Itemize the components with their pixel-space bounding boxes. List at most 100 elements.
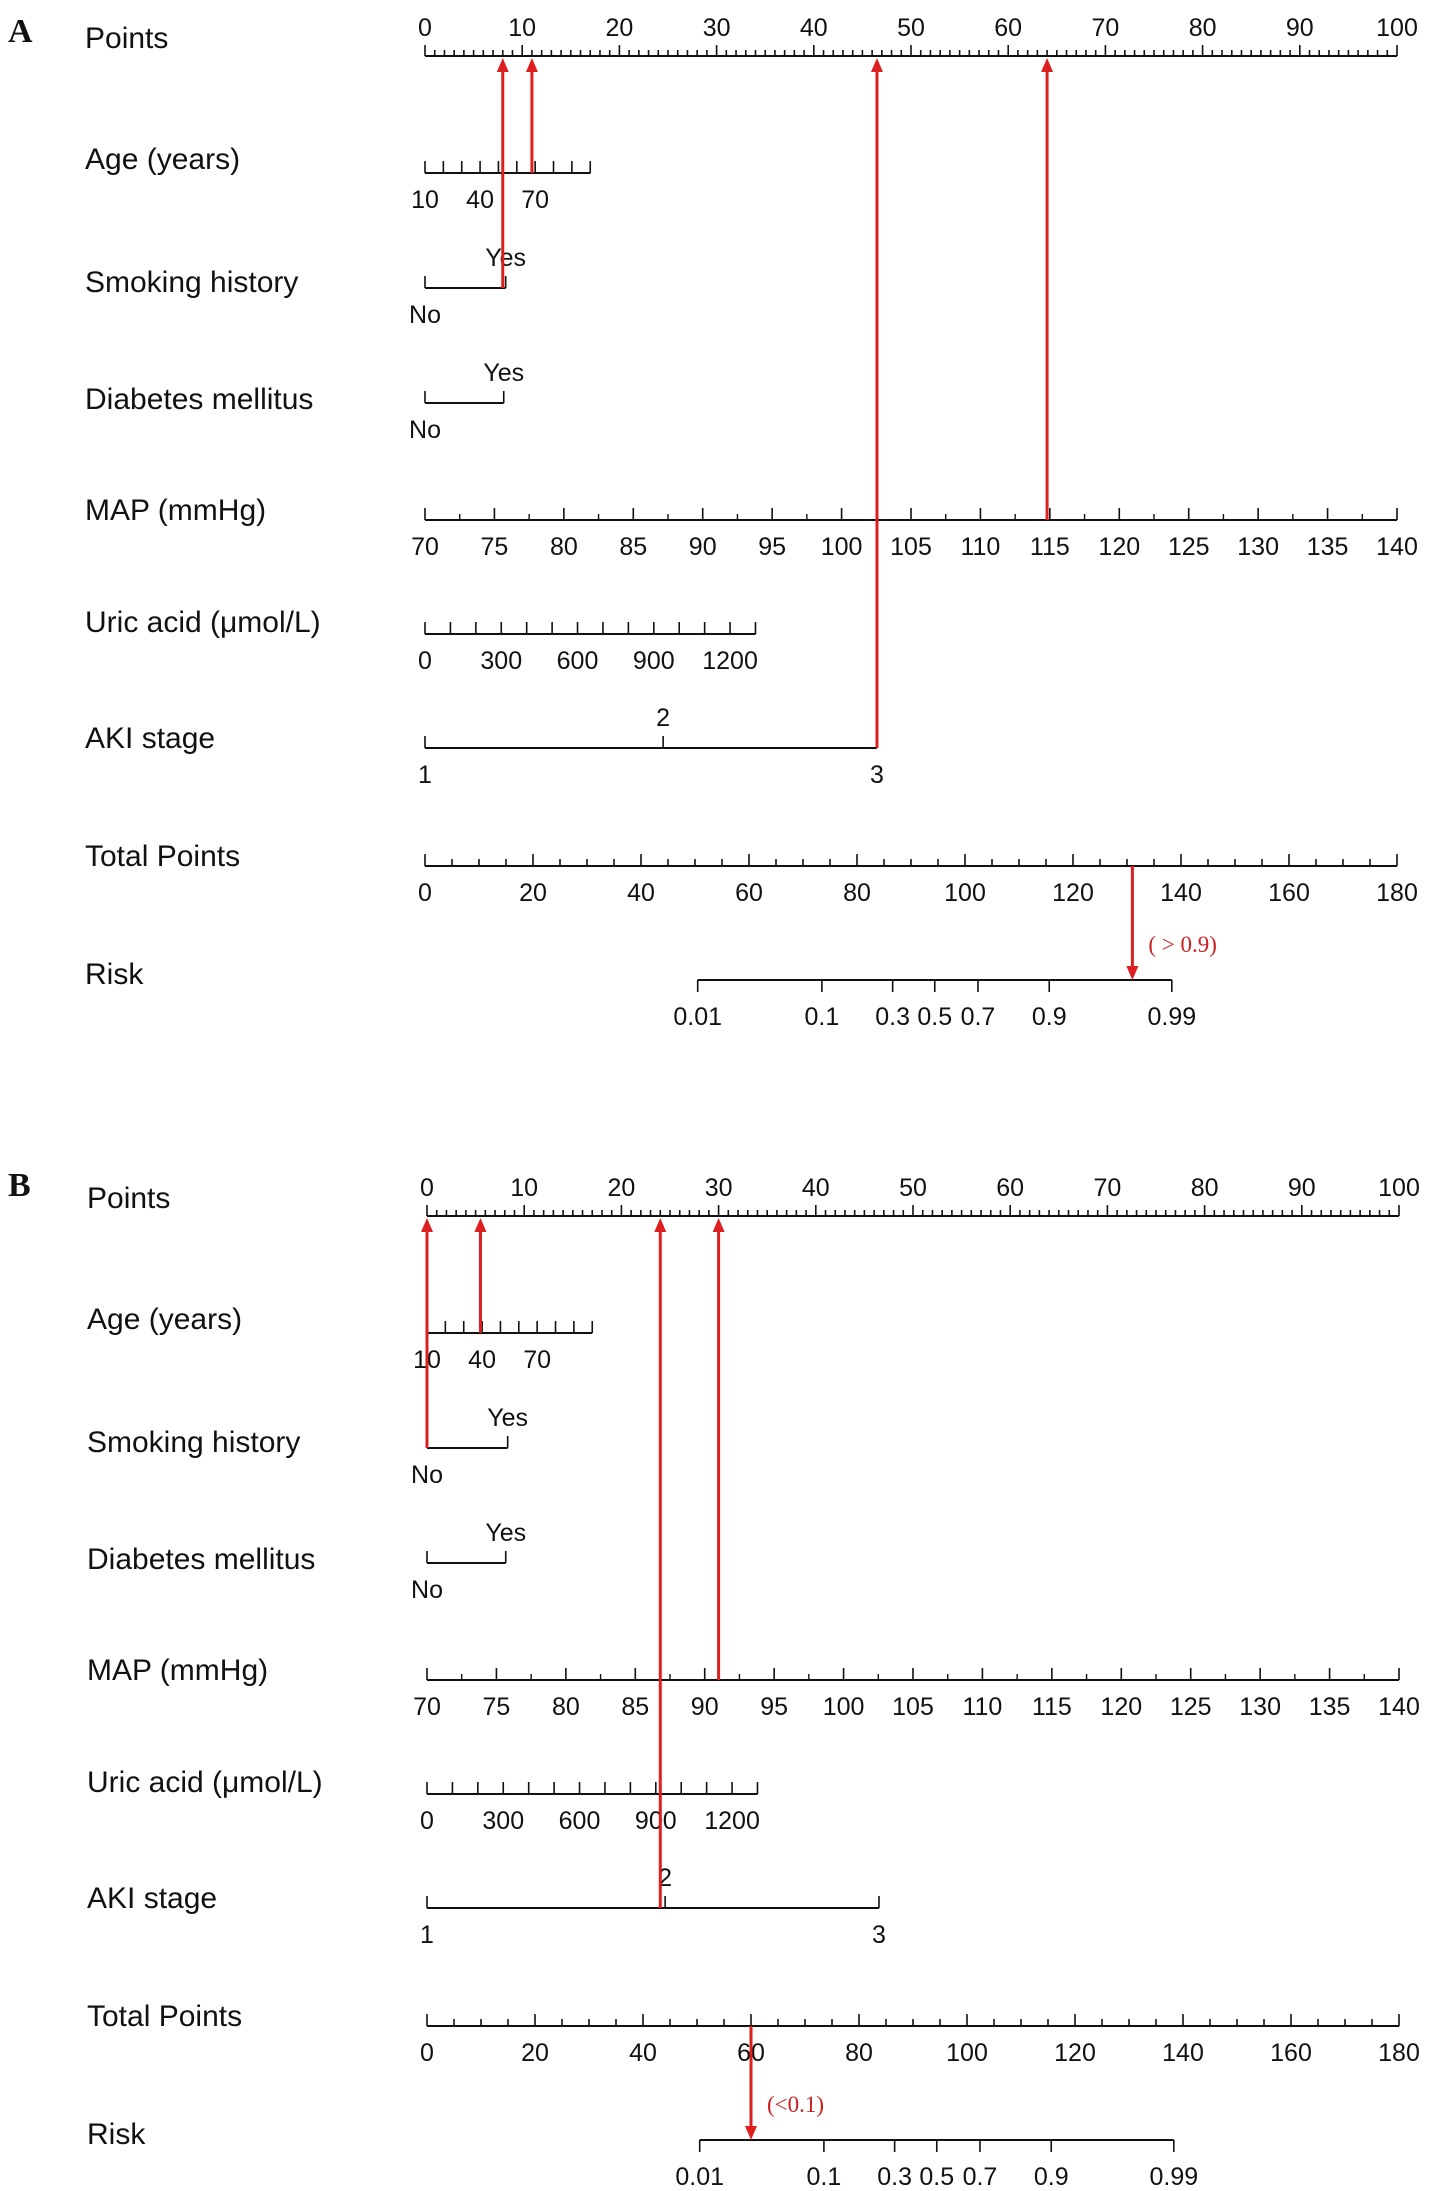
uric-tick-label: 1200 bbox=[702, 647, 758, 675]
map-tick-label: 80 bbox=[552, 1693, 580, 1721]
points-tick-label: 10 bbox=[510, 1174, 538, 1202]
risk-tick-label: 0.9 bbox=[1032, 1003, 1067, 1031]
uric-tick-label: 900 bbox=[635, 1807, 677, 1835]
row-smoking: Smoking history No Yes bbox=[85, 244, 526, 329]
row-label-risk: Risk bbox=[87, 2118, 146, 2151]
map-tick-label: 140 bbox=[1378, 1693, 1420, 1721]
row-label-total: Total Points bbox=[85, 840, 240, 873]
points-tick-label: 50 bbox=[899, 1174, 927, 1202]
row-uric: Uric acid (μmol/L) 0 300 600 900 1200 bbox=[87, 1766, 760, 1835]
row-label-smoking: Smoking history bbox=[85, 266, 298, 299]
points-reading-arrow-head bbox=[496, 58, 509, 72]
uric-tick-label: 0 bbox=[418, 647, 432, 675]
diabetes-category-yes: Yes bbox=[485, 1519, 526, 1547]
points-tick-label: 30 bbox=[705, 1174, 733, 1202]
example-arrows-a: ( > 0.9) bbox=[496, 58, 1217, 980]
points-reading-arrow-head bbox=[1041, 58, 1054, 72]
row-map: MAP (mmHg) 70 75 80 85 90 95 100 105 110 115 120 125… bbox=[85, 494, 1418, 561]
map-tick-label: 85 bbox=[621, 1693, 649, 1721]
risk-tick-label: 0.7 bbox=[961, 1003, 996, 1031]
row-label-map: MAP (mmHg) bbox=[87, 1654, 268, 1687]
smoking-category-yes: Yes bbox=[485, 244, 526, 272]
points-reading-arrow-head bbox=[712, 1218, 725, 1232]
points-tick-label: 70 bbox=[1091, 14, 1119, 42]
risk-tick-label: 0.9 bbox=[1034, 2163, 1069, 2191]
total-to-risk-arrow-head bbox=[1126, 966, 1139, 980]
points-reading-arrow-head bbox=[525, 58, 538, 72]
row-label-diabetes: Diabetes mellitus bbox=[85, 383, 313, 416]
aki-stage-1: 1 bbox=[418, 761, 432, 789]
map-tick-label: 90 bbox=[691, 1693, 719, 1721]
map-tick-label: 105 bbox=[892, 1693, 934, 1721]
points-tick-label: 20 bbox=[607, 1174, 635, 1202]
points-reading-arrow-head bbox=[870, 58, 883, 72]
map-tick-label: 130 bbox=[1239, 1693, 1281, 1721]
points-tick-label: 40 bbox=[802, 1174, 830, 1202]
row-label-map: MAP (mmHg) bbox=[85, 494, 266, 527]
row-label-aki: AKI stage bbox=[85, 722, 215, 755]
row-label-uric: Uric acid (μmol/L) bbox=[85, 606, 321, 639]
row-smoking: Smoking history No Yes bbox=[87, 1404, 528, 1489]
map-tick-label: 75 bbox=[481, 533, 509, 561]
row-risk: Risk 0.01 0.1 0.3 0.5 0.7 0.9 0.99 bbox=[87, 2118, 1198, 2191]
risk-annotation: (<0.1) bbox=[767, 2092, 824, 2117]
row-label-points: Points bbox=[85, 22, 168, 55]
risk-tick-label: 0.3 bbox=[877, 2163, 912, 2191]
row-label-smoking: Smoking history bbox=[87, 1426, 300, 1459]
map-tick-label: 110 bbox=[962, 1693, 1002, 1721]
total-tick-label: 0 bbox=[418, 879, 432, 907]
age-tick-label: 70 bbox=[523, 1346, 551, 1374]
aki-stage-3: 3 bbox=[872, 1921, 886, 1949]
map-tick-label: 100 bbox=[823, 1693, 865, 1721]
map-tick-label: 120 bbox=[1098, 533, 1140, 561]
total-tick-label: 160 bbox=[1268, 879, 1310, 907]
total-tick-label: 140 bbox=[1162, 2039, 1204, 2067]
total-tick-label: 40 bbox=[629, 2039, 657, 2067]
map-tick-label: 95 bbox=[760, 1693, 788, 1721]
row-diabetes: Diabetes mellitus No Yes bbox=[85, 359, 524, 444]
points-reading-arrow-head bbox=[654, 1218, 667, 1232]
risk-tick-label: 0.99 bbox=[1147, 1003, 1196, 1031]
uric-tick-label: 1200 bbox=[704, 1807, 760, 1835]
aki-stage-2: 2 bbox=[656, 704, 670, 732]
smoking-category-no: No bbox=[409, 301, 441, 329]
map-tick-label: 90 bbox=[689, 533, 717, 561]
row-aki: AKI stage 1 2 3 bbox=[85, 704, 884, 789]
risk-tick-label: 0.1 bbox=[807, 2163, 842, 2191]
total-tick-label: 60 bbox=[735, 879, 763, 907]
points-tick-label: 90 bbox=[1286, 14, 1314, 42]
risk-tick-label: 0.1 bbox=[805, 1003, 840, 1031]
map-tick-label: 120 bbox=[1100, 1693, 1142, 1721]
row-label-age: Age (years) bbox=[87, 1303, 242, 1336]
points-tick-label: 0 bbox=[420, 1174, 434, 1202]
total-to-risk-arrow-head bbox=[745, 2126, 757, 2140]
row-label-uric: Uric acid (μmol/L) bbox=[87, 1766, 323, 1799]
smoking-category-yes: Yes bbox=[487, 1404, 528, 1432]
points-tick-label: 40 bbox=[800, 14, 828, 42]
row-points: Points 0 10 20 30 40 50 60 70 80 90 100 bbox=[85, 14, 1418, 57]
risk-annotation: ( > 0.9) bbox=[1148, 932, 1217, 957]
row-diabetes: Diabetes mellitus No Yes bbox=[87, 1519, 526, 1604]
total-tick-label: 100 bbox=[946, 2039, 988, 2067]
points-tick-label: 100 bbox=[1376, 14, 1418, 42]
uric-tick-label: 0 bbox=[420, 1807, 434, 1835]
total-tick-label: 100 bbox=[944, 879, 986, 907]
total-tick-label: 120 bbox=[1054, 2039, 1096, 2067]
map-tick-label: 135 bbox=[1309, 1693, 1351, 1721]
total-tick-label: 40 bbox=[627, 879, 655, 907]
row-label-points: Points bbox=[87, 1182, 170, 1215]
diabetes-category-no: No bbox=[409, 416, 441, 444]
points-tick-label: 80 bbox=[1191, 1174, 1219, 1202]
total-tick-label: 0 bbox=[420, 2039, 434, 2067]
uric-tick-label: 600 bbox=[559, 1807, 601, 1835]
map-tick-label: 100 bbox=[821, 533, 863, 561]
row-label-total: Total Points bbox=[87, 2000, 242, 2033]
total-tick-label: 120 bbox=[1052, 879, 1094, 907]
points-tick-label: 0 bbox=[418, 14, 432, 42]
row-points: Points 0 10 20 30 40 50 60 70 80 90 100 bbox=[87, 1174, 1420, 1217]
age-tick-label: 10 bbox=[411, 186, 439, 214]
map-tick-label: 70 bbox=[411, 533, 439, 561]
